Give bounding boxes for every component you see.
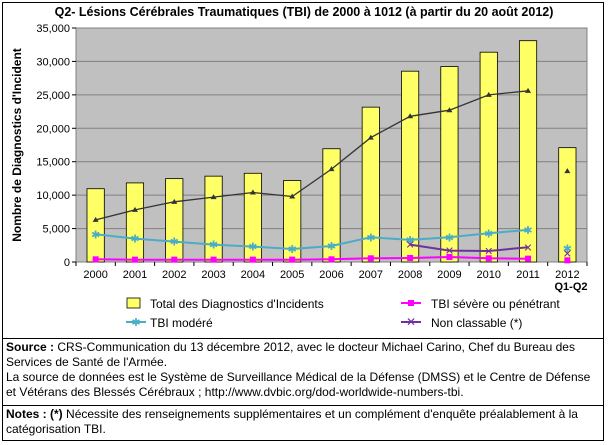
legend-label-moderate: TBI modéré — [150, 316, 213, 330]
data-point: ✕ — [445, 246, 454, 258]
x-tick-label: 2012 — [555, 269, 579, 281]
data-point — [446, 107, 453, 113]
bar — [479, 51, 498, 263]
data-point — [210, 256, 217, 263]
source-paragraph: Source : CRS-Communication du 13 décembr… — [6, 340, 600, 370]
bar — [165, 178, 184, 263]
bar — [86, 188, 105, 263]
data-point — [446, 253, 453, 260]
line-series: ✱ ✱ ✱ ✱ ✱ ✱ ✱✱ ✱ ✱ ✱ ✱✱✕✕ ✕ ✕✕ — [91, 87, 572, 264]
x-tick-label: 2009 — [437, 269, 461, 281]
legend-marker-moderate: ✱ — [131, 317, 140, 329]
x-tick-label: 2011 — [516, 269, 540, 281]
data-point — [367, 255, 374, 262]
data-point: ✕ — [523, 242, 532, 254]
legend-marker-unclassified: ✕ — [406, 315, 416, 329]
x-axis-ticks: 2000 2001 2002 2003 2004 2005 2006 2007 2008 2009… — [75, 262, 588, 281]
data-point — [92, 256, 99, 263]
data-point: ✕ — [484, 246, 493, 258]
bar — [518, 40, 538, 263]
data-point — [367, 134, 374, 140]
notes-box: Notes : (*) Nécessite des renseignements… — [2, 405, 604, 441]
data-point — [131, 206, 138, 212]
legend-label-unclassified: Non classable (*) — [431, 316, 522, 330]
data-point — [407, 113, 414, 119]
notes-marker: (*) — [50, 407, 63, 421]
bar — [401, 70, 420, 263]
data-point: ✱ — [445, 232, 454, 244]
data-point — [131, 256, 138, 263]
y-tick-label: 15,000 — [36, 157, 70, 169]
bar — [125, 182, 145, 263]
data-point: ✱ — [91, 229, 100, 241]
y-axis-ticks: 0 5,000 10,000 15,000 20,000 25,000 30,000 35,0… — [36, 23, 76, 269]
x-tick-label: 2006 — [319, 269, 343, 281]
data-point — [249, 256, 256, 263]
data-point — [407, 254, 414, 261]
data-point: ✱ — [288, 244, 297, 256]
source-line-1: CRS-Communication du 13 décembre 2012, a… — [6, 340, 575, 369]
data-point: ✕ — [563, 248, 572, 260]
notes-label: Notes : — [6, 407, 47, 421]
data-point: ✱ — [209, 240, 218, 252]
x-tick-label: 2002 — [162, 269, 186, 281]
x-tick-label: 2007 — [359, 269, 383, 281]
chart: Q2- Lésions Cérébrales Traumatiques (TBI… — [10, 5, 588, 330]
data-point: ✱ — [523, 225, 532, 237]
legend-label-severe: TBI sévère ou pénétrant — [431, 297, 560, 311]
y-tick-label: 35,000 — [36, 23, 70, 35]
legend: Total des Diagnostics d'Incidents ✱ TBI … — [126, 297, 560, 330]
x-tick-sublabel: Q1-Q2 — [554, 281, 587, 293]
x-tick-label: 2001 — [123, 269, 147, 281]
x-tick-label: 2005 — [280, 269, 304, 281]
legend-label-total: Total des Diagnostics d'Incidents — [150, 297, 324, 311]
x-tick-label: 2008 — [398, 269, 422, 281]
bar — [440, 66, 459, 263]
x-tick-label: 2010 — [476, 269, 500, 281]
legend-swatch-total — [126, 297, 141, 309]
data-point — [485, 91, 492, 97]
y-tick-label: 10,000 — [36, 190, 70, 202]
notes-text: Nécessite des renseignements supplémenta… — [6, 407, 578, 436]
x-tick-label: 2004 — [241, 269, 265, 281]
source-line-2: La source de données est le Système de S… — [6, 370, 591, 399]
data-point: ✱ — [130, 234, 139, 246]
data-point: ✱ — [366, 232, 375, 244]
data-point: ✱ — [170, 237, 179, 249]
data-point: ✱ — [563, 244, 572, 256]
data-point — [289, 193, 296, 199]
data-point — [92, 216, 99, 222]
legend-marker-severe — [408, 300, 414, 306]
y-tick-label: 0 — [64, 257, 70, 269]
source-label: Source : — [6, 340, 55, 354]
data-point — [210, 194, 217, 200]
data-point — [171, 256, 178, 263]
data-point — [328, 166, 335, 172]
y-tick-label: 30,000 — [36, 56, 70, 68]
y-tick-label: 25,000 — [36, 90, 70, 102]
data-point — [328, 256, 335, 263]
data-point — [525, 255, 532, 262]
data-point — [249, 189, 256, 195]
data-point — [564, 168, 571, 174]
y-axis-title: Nombre de Diagnostics d'Incident — [10, 48, 24, 242]
data-point: ✕ — [406, 240, 415, 252]
chart-title: Q2- Lésions Cérébrales Traumatiques (TBI… — [55, 5, 554, 19]
y-tick-label: 20,000 — [36, 123, 70, 135]
x-tick-label: 2003 — [201, 269, 225, 281]
y-tick-label: 5,000 — [42, 224, 70, 236]
data-point — [525, 87, 532, 93]
data-point — [289, 256, 296, 263]
source-box: Source : CRS-Communication du 13 décembr… — [2, 338, 604, 406]
data-point: ✱ — [327, 241, 336, 253]
bar — [361, 106, 380, 263]
bar-series — [86, 40, 577, 263]
data-point — [485, 255, 492, 262]
data-point: ✱ — [484, 228, 493, 240]
data-point — [171, 198, 178, 204]
data-point: ✱ — [406, 235, 415, 247]
data-point: ✱ — [248, 242, 257, 254]
x-tick-label: 2000 — [83, 269, 107, 281]
data-point — [564, 257, 571, 264]
